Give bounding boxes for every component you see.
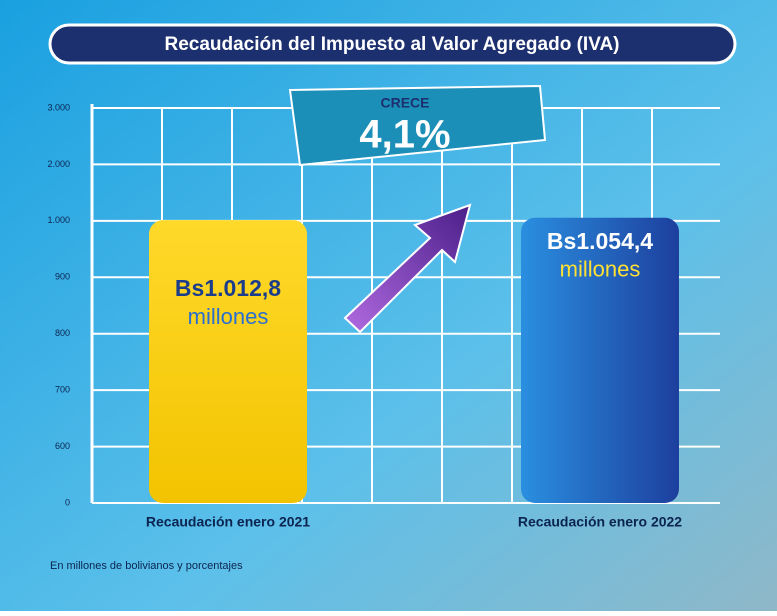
y-tick-label: 600 bbox=[55, 441, 70, 451]
x-tick-label: Recaudación enero 2021 bbox=[146, 514, 310, 530]
value-label: Bs1.054,4 bbox=[547, 228, 653, 254]
title-pill bbox=[48, 23, 737, 65]
unit-label: millones bbox=[560, 257, 641, 282]
marks: Bs1.012,8 millones Recaudación enero 2021 B… bbox=[146, 217, 682, 530]
y-tick-label: 3.000 bbox=[47, 102, 70, 112]
y-tick-label: 0 bbox=[65, 497, 70, 507]
y-tick-label: 800 bbox=[55, 328, 70, 338]
bar bbox=[149, 220, 307, 503]
bar bbox=[521, 217, 679, 504]
unit-label: millones bbox=[188, 304, 269, 329]
chart-title: Recaudación del Impuesto al Valor Agrega… bbox=[164, 34, 619, 55]
y-tick-label: 2.000 bbox=[47, 159, 70, 169]
growth-title: CRECE bbox=[380, 95, 429, 111]
growth-arrow bbox=[343, 203, 472, 334]
y-tick-label: 1.000 bbox=[47, 215, 70, 225]
y-tick-label: 900 bbox=[55, 272, 70, 282]
growth-value: 4,1% bbox=[359, 113, 450, 157]
x-tick-label: Recaudación enero 2022 bbox=[518, 514, 682, 530]
value-label: Bs1.012,8 bbox=[175, 275, 281, 301]
footnote: En millones de bolivianos y porcentajes bbox=[50, 560, 243, 572]
y-tick-label: 700 bbox=[55, 385, 70, 395]
growth-box bbox=[288, 84, 547, 167]
